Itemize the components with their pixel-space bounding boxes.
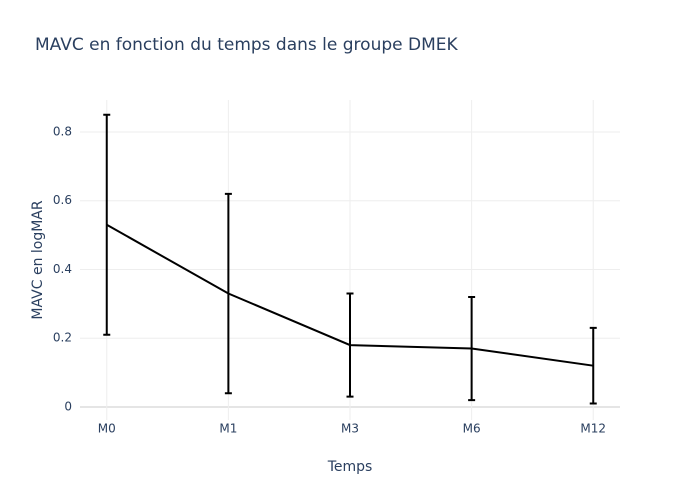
x-tick-label: M3 bbox=[341, 422, 359, 436]
x-tick-label: M6 bbox=[463, 422, 481, 436]
y-tick-label: 0.6 bbox=[53, 193, 72, 207]
x-tick-label: M1 bbox=[219, 422, 237, 436]
y-tick-label: 0.4 bbox=[53, 262, 72, 276]
x-axis-title: Temps bbox=[327, 459, 373, 475]
y-axis-title: MAVC en logMAR bbox=[30, 200, 46, 319]
x-tick-label: M12 bbox=[580, 422, 606, 436]
y-tick-label: 0 bbox=[64, 399, 72, 413]
y-tick-label: 0.2 bbox=[53, 331, 72, 345]
x-tick-label: M0 bbox=[98, 422, 116, 436]
y-tick-label: 0.8 bbox=[53, 124, 72, 138]
data-line bbox=[106, 223, 594, 367]
chart-title: MAVC en fonction du temps dans le groupe… bbox=[35, 35, 458, 55]
